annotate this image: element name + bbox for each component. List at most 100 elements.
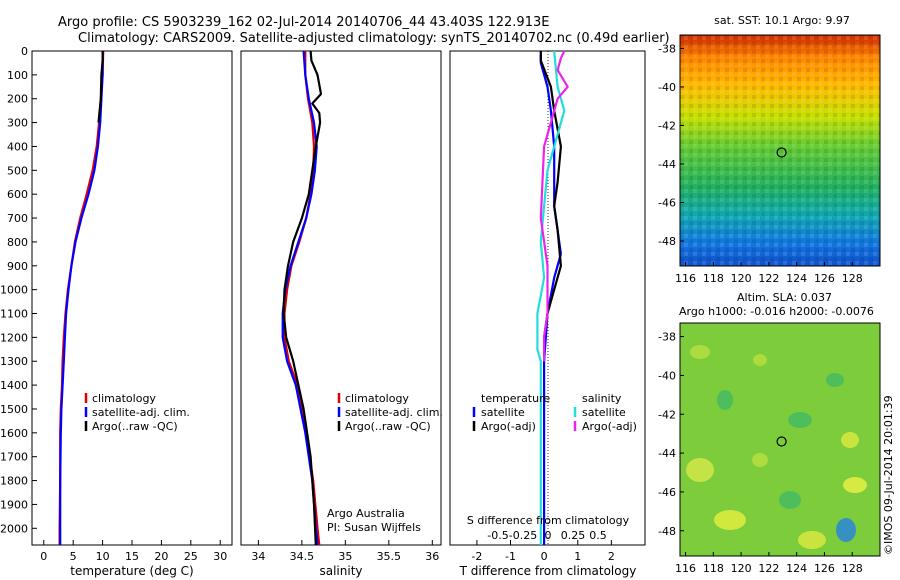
series-line-satellite bbox=[281, 50, 319, 546]
depth-tick-label: 900 bbox=[7, 260, 28, 273]
depth-tick-label: 700 bbox=[7, 212, 28, 225]
x-tick-label: 10 bbox=[96, 550, 110, 563]
x-tick-label: 5 bbox=[70, 550, 77, 563]
title-line-1: Argo profile: CS 5903239_162 02-Jul-2014… bbox=[58, 15, 549, 30]
x-tick-label: 1 bbox=[574, 550, 581, 563]
temperature-xlabel: temperature (deg C) bbox=[70, 564, 193, 578]
legend-label-t-argo: Argo(-adj) bbox=[481, 420, 536, 433]
s-difference-ticks: -0.5 -0.25 0 0.25 0.5 bbox=[487, 529, 606, 542]
depth-tick-label: 1400 bbox=[0, 379, 28, 392]
x-tick-label: 35 bbox=[338, 550, 352, 563]
sla-blob bbox=[841, 432, 859, 448]
legend-label-satellite: satellite-adj. clim. bbox=[345, 406, 443, 419]
s-tick-label: 0.5 bbox=[589, 529, 607, 542]
lon-tick-label: 116 bbox=[675, 272, 696, 285]
s-difference-label: S difference from climatology bbox=[467, 514, 630, 527]
sla-map-title: Altim. SLA: 0.037 bbox=[737, 291, 832, 304]
sla-blob bbox=[690, 345, 710, 359]
sst-map-frame bbox=[679, 34, 881, 267]
x-tick-label: 25 bbox=[184, 550, 198, 563]
salinity-xlabel: salinity bbox=[319, 564, 362, 578]
legend-label-s-satellite: satellite bbox=[582, 406, 626, 419]
lon-tick-label: 122 bbox=[758, 272, 779, 285]
sla-blob bbox=[752, 453, 768, 467]
x-tick-label: 15 bbox=[125, 550, 139, 563]
sla-blob bbox=[826, 373, 844, 387]
sst-map-panel: sat. SST: 10.1 Argo: 9.97 116 118 120 122 12… bbox=[658, 14, 881, 285]
depth-tick-label: 400 bbox=[7, 140, 28, 153]
temperature-panel: 0 5 10 15 20 25 300100200300400500600700800900… bbox=[0, 45, 455, 578]
lon-tick-label: 128 bbox=[842, 562, 863, 575]
depth-tick-label: 1900 bbox=[0, 498, 28, 511]
depth-tick-label: 200 bbox=[7, 93, 28, 106]
depth-tick-label: 1700 bbox=[0, 451, 28, 464]
x-tick-label: 34 bbox=[251, 550, 265, 563]
salinity-legend: climatology satellite-adj. clim. Argo(..… bbox=[337, 392, 443, 433]
temperature-legend: climatology satellite-adj. clim. Argo(..… bbox=[84, 392, 190, 433]
x-tick-label: 0 bbox=[541, 550, 548, 563]
sla-blob bbox=[753, 354, 767, 366]
lon-tick-label: 126 bbox=[814, 272, 835, 285]
argo-float-marker bbox=[776, 436, 787, 447]
depth-tick-label: 1200 bbox=[0, 331, 28, 344]
series-line-s-satellite bbox=[536, 50, 566, 545]
depth-tick-label: 1000 bbox=[0, 284, 28, 297]
lat-tick-label: -38 bbox=[658, 42, 676, 55]
depth-tick-label: 1100 bbox=[0, 308, 28, 321]
lat-tick-label: -48 bbox=[658, 525, 676, 538]
salinity-plot-frame bbox=[240, 50, 442, 546]
x-tick-label: 35.5 bbox=[377, 550, 402, 563]
sla-blob bbox=[843, 477, 867, 493]
salinity-panel: 34 34.5 35 35.5 36 salinity climatology sate… bbox=[240, 50, 443, 578]
x-tick-label: 30 bbox=[213, 550, 227, 563]
sla-blob bbox=[717, 390, 733, 410]
x-tick-label: 36 bbox=[425, 550, 439, 563]
lat-tick-label: -40 bbox=[658, 369, 676, 382]
temperature-series bbox=[58, 50, 105, 545]
x-tick-label: 20 bbox=[154, 550, 168, 563]
sla-blob bbox=[779, 491, 801, 509]
depth-tick-label: 800 bbox=[7, 236, 28, 249]
temperature-plot-frame bbox=[31, 50, 233, 546]
depth-tick-label: 500 bbox=[7, 164, 28, 177]
lon-tick-label: 118 bbox=[703, 272, 724, 285]
legend-label-argo: Argo(..raw -QC) bbox=[345, 420, 431, 433]
sst-field-texture bbox=[680, 35, 880, 266]
sla-anomaly-blobs bbox=[686, 345, 867, 549]
series-line-argo bbox=[97, 51, 104, 123]
salinity-series bbox=[281, 50, 323, 546]
salinity-ticks: 34 34.5 35 35.5 36 bbox=[251, 540, 439, 563]
lat-tick-label: -48 bbox=[658, 235, 676, 248]
x-tick-label: 0 bbox=[40, 550, 47, 563]
sla-map-ticks: 116 118 120 122 124 126 128 -38 -40 -42 -44 -46 -48 bbox=[658, 331, 863, 575]
series-line-s-argo bbox=[539, 50, 569, 362]
x-tick-label: 34.5 bbox=[290, 550, 315, 563]
lat-tick-label: -44 bbox=[658, 158, 676, 171]
s-tick-label: 0 bbox=[545, 529, 552, 542]
lat-tick-label: -46 bbox=[658, 196, 676, 209]
sst-map-title: sat. SST: 10.1 Argo: 9.97 bbox=[714, 14, 850, 27]
lon-tick-label: 126 bbox=[814, 562, 835, 575]
lat-tick-label: -40 bbox=[658, 81, 676, 94]
depth-tick-label: 1500 bbox=[0, 403, 28, 416]
legend-label-s-argo: Argo(-adj) bbox=[582, 420, 637, 433]
legend-label-argo: Argo(..raw -QC) bbox=[92, 420, 178, 433]
lon-tick-label: 120 bbox=[731, 272, 752, 285]
series-line-argo bbox=[282, 50, 323, 546]
difference-legend: temperature salinity satellite Argo(-adj… bbox=[472, 392, 637, 433]
depth-tick-label: 300 bbox=[7, 117, 28, 130]
depth-tick-label: 1800 bbox=[0, 475, 28, 488]
difference-ticks: -2 -1 0 1 2 bbox=[471, 540, 615, 563]
depth-tick-label: 100 bbox=[7, 69, 28, 82]
series-line-satellite bbox=[59, 51, 104, 545]
imos-watermark: ©IMOS 09-Jul-2014 20:01:39 bbox=[882, 395, 895, 555]
series-line-t-argo bbox=[539, 51, 563, 338]
lat-tick-label: -42 bbox=[658, 408, 676, 421]
lat-tick-label: -44 bbox=[658, 447, 676, 460]
sla-map-subtitle: Argo h1000: -0.016 h2000: -0.0076 bbox=[679, 305, 874, 318]
legend-label-climatology: climatology bbox=[345, 392, 409, 405]
depth-tick-label: 600 bbox=[7, 188, 28, 201]
legend-label-climatology: climatology bbox=[92, 392, 156, 405]
lon-tick-label: 124 bbox=[786, 562, 807, 575]
lat-tick-label: -38 bbox=[658, 331, 676, 344]
